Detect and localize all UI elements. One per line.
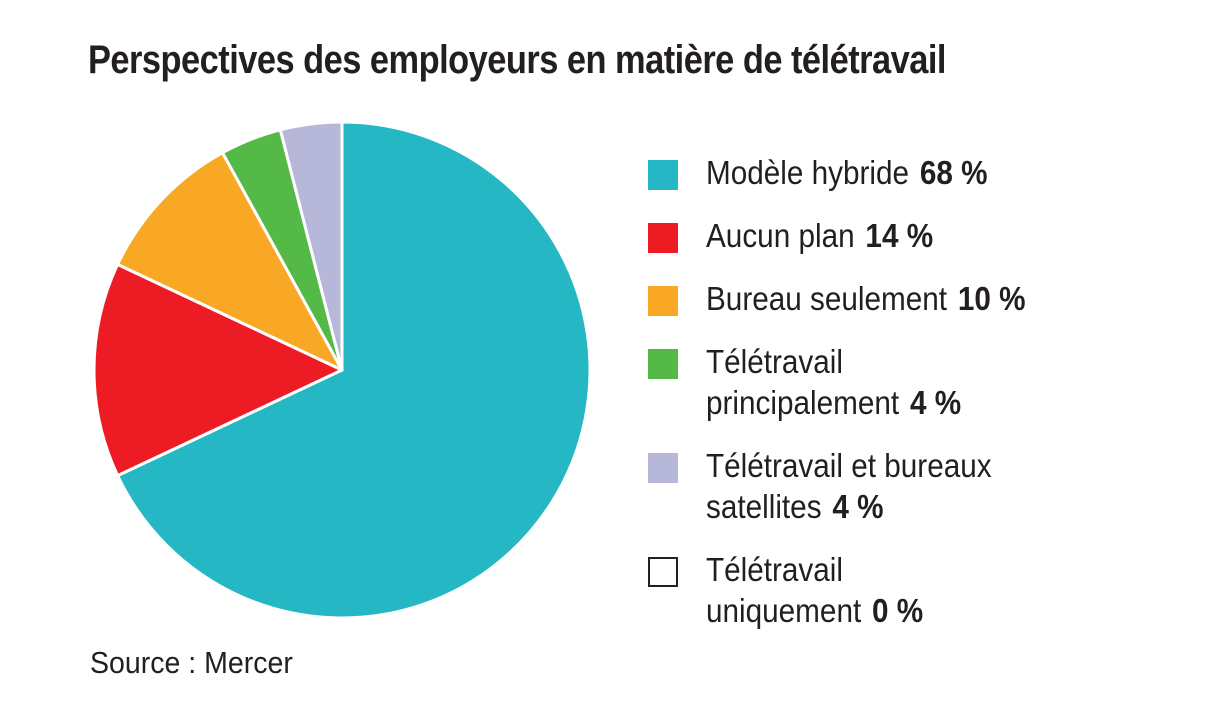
pie-chart bbox=[92, 120, 592, 620]
legend-swatch-3 bbox=[648, 349, 678, 379]
legend-label-4: Télétravail et bureaux satellites bbox=[706, 447, 992, 525]
chart-title: Perspectives des employeurs en matière d… bbox=[88, 38, 946, 82]
legend-value-5: 0 % bbox=[872, 592, 924, 629]
pie-slice-0 bbox=[116, 120, 592, 620]
legend-value-4: 4 % bbox=[832, 488, 884, 525]
legend-item-2: Bureau seulement 10 % bbox=[648, 278, 1208, 319]
legend-item-0: Modèle hybride 68 % bbox=[648, 152, 1208, 193]
legend-label-3: Télétravail principalement bbox=[706, 343, 900, 421]
pie-slice-4 bbox=[278, 120, 344, 372]
legend-item-1: Aucun plan 14 % bbox=[648, 215, 1208, 256]
legend-item-5: Télétravail uniquement 0 % bbox=[648, 549, 1208, 631]
legend-label-0: Modèle hybride bbox=[706, 154, 910, 191]
source-note: Source : Mercer bbox=[90, 645, 293, 680]
legend-value-2: 10 % bbox=[957, 280, 1026, 317]
legend-label-1: Aucun plan bbox=[706, 217, 855, 254]
legend-swatch-1 bbox=[648, 223, 678, 253]
pie-slice-2 bbox=[116, 151, 344, 372]
legend-swatch-4 bbox=[648, 453, 678, 483]
legend-item-3: Télétravail principalement 4 % bbox=[648, 341, 1208, 423]
legend: Modèle hybride 68 % Aucun plan 14 % Bureau s… bbox=[648, 152, 1208, 653]
legend-item-4: Télétravail et bureaux satellites 4 % bbox=[648, 445, 1208, 527]
legend-label-5: Télétravail uniquement bbox=[706, 551, 862, 629]
legend-value-3: 4 % bbox=[909, 384, 962, 421]
legend-swatch-2 bbox=[648, 286, 678, 316]
legend-swatch-0 bbox=[648, 160, 678, 190]
legend-label-2: Bureau seulement bbox=[706, 280, 948, 317]
pie-slice-1 bbox=[92, 262, 344, 478]
legend-swatch-5 bbox=[648, 557, 678, 587]
legend-value-1: 14 % bbox=[865, 217, 934, 254]
legend-value-0: 68 % bbox=[919, 154, 988, 191]
